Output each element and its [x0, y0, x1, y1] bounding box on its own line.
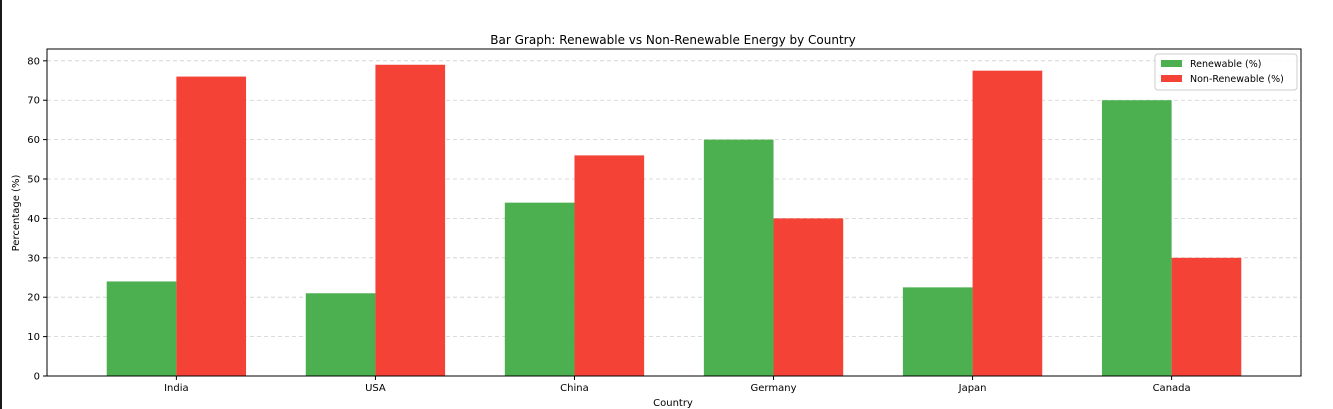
bar-renewable [703, 139, 774, 376]
bar-renewable [902, 287, 973, 376]
y-tick-label: 50 [27, 175, 40, 186]
legend-box [1154, 53, 1298, 91]
y-tick-label: 40 [27, 214, 40, 225]
legend-label-non-renewable: Non-Renewable (%) [1190, 74, 1284, 85]
legend: Renewable (%) Non-Renewable (%) [1154, 53, 1298, 91]
x-tick-label: Japan [958, 383, 987, 394]
window-left-edge [0, 0, 2, 409]
legend-label-renewable: Renewable (%) [1190, 59, 1261, 70]
bar-renewable [504, 202, 575, 376]
bar-renewable [305, 293, 376, 376]
bars [106, 64, 1242, 377]
x-tick-label: Germany [751, 383, 797, 394]
legend-swatch-renewable [1161, 60, 1182, 67]
y-tick-label: 20 [27, 293, 40, 304]
bar-non-renewable [773, 218, 844, 376]
x-tick-label: China [560, 383, 589, 394]
x-axis-label: Country [653, 398, 693, 409]
x-tick-label: Canada [1153, 383, 1191, 394]
grid-lines [47, 60, 1301, 377]
y-tick-label: 0 [34, 372, 40, 383]
bar-renewable [106, 281, 177, 376]
x-tick-label: USA [365, 383, 386, 394]
bar-non-renewable [375, 64, 446, 376]
legend-swatch-non-renewable [1161, 75, 1182, 82]
x-tick-label: India [164, 383, 189, 394]
bar-non-renewable [972, 70, 1043, 377]
y-tick-label: 30 [27, 253, 40, 264]
y-tick-label: 60 [27, 135, 40, 146]
y-tick-label: 70 [27, 96, 40, 107]
bar-non-renewable [176, 76, 247, 377]
bar-renewable [1101, 100, 1172, 377]
bar-non-renewable [1171, 257, 1242, 376]
plot-frame [46, 48, 1302, 377]
axes: 0 10 20 30 40 50 60 70 80 India USA China Germany Jap… [27, 56, 1190, 394]
bar-non-renewable [574, 155, 645, 376]
y-tick-label: 80 [27, 56, 40, 67]
y-tick-label: 10 [27, 332, 40, 343]
chart-title: Bar Graph: Renewable vs Non-Renewable En… [490, 33, 855, 47]
y-axis-label: Percentage (%) [11, 175, 22, 252]
